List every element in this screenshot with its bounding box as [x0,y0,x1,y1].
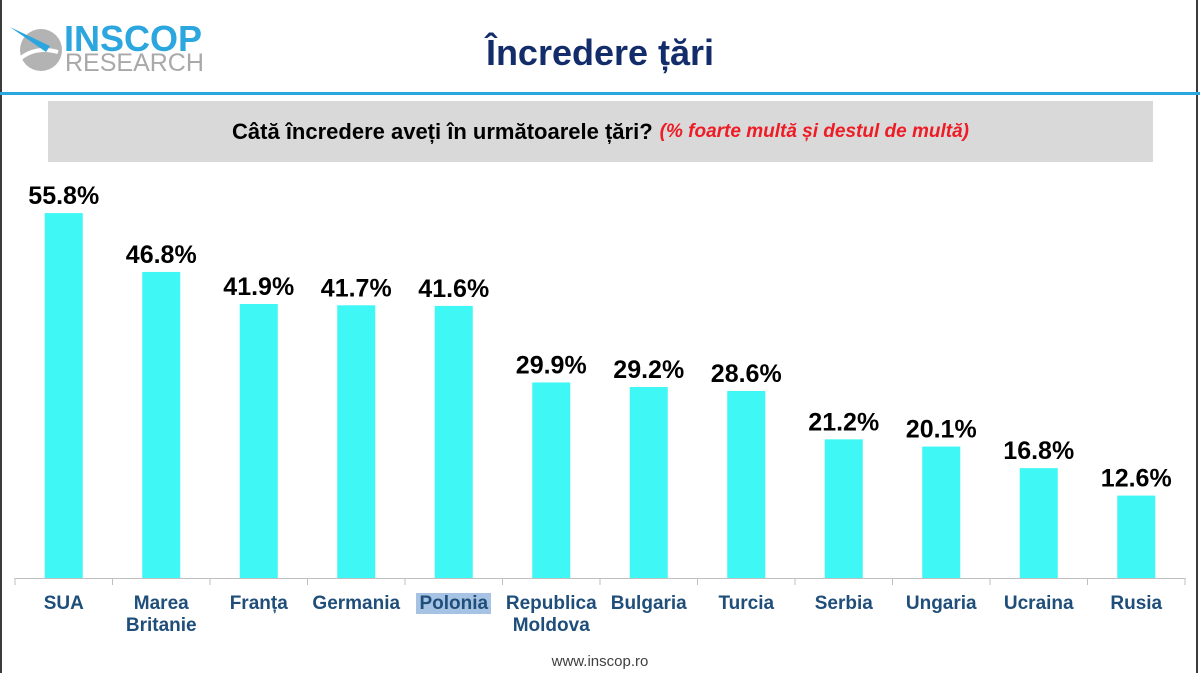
category-label-republica-moldova: Republica Moldova [502,593,600,637]
category-label-text: Ucraina [1003,593,1074,614]
bar-franta [239,303,278,578]
category-label-text: Bulgaria [610,593,687,614]
bars [44,213,1156,578]
category-label-franta: Franța [210,593,308,615]
value-label-germania: 41.7% [321,274,392,302]
category-label-text: Marea Britanie [125,593,197,636]
bar-germania [337,305,376,578]
category-label-rusia: Rusia [1087,593,1185,615]
value-label-serbia: 21.2% [808,408,879,436]
bar-rusia [1117,495,1156,578]
category-label-ucraina: Ucraina [990,593,1088,615]
category-label-marea-britanie: Marea Britanie [112,593,210,637]
category-label-bulgaria: Bulgaria [600,593,698,615]
slide-border-right [1196,0,1198,673]
value-label-bulgaria: 29.2% [613,356,684,384]
question-banner: Câtă încredere aveți în următoarele țări… [48,101,1153,162]
category-label-text: Germania [312,593,401,614]
category-label-text: Serbia [814,593,873,614]
bar-marea-britanie [142,271,181,578]
value-label-rusia: 12.6% [1101,465,1172,493]
bar-sua [44,213,83,578]
bar-ungaria [922,446,961,578]
value-label-ungaria: 20.1% [906,416,977,444]
value-label-sua: 55.8% [28,182,99,210]
bar-bulgaria [629,387,668,578]
slide-title: Încredere țări [485,32,715,73]
category-label-turcia: Turcia [697,593,795,615]
footer-url: www.inscop.ro [551,653,649,670]
category-label-text: Republica Moldova [505,593,597,636]
value-label-marea-britanie: 46.8% [126,241,197,269]
category-label-text: SUA [43,593,84,614]
category-label-text: Ungaria [905,593,977,614]
slide-border-left [0,0,2,673]
value-label-republica-moldova: 29.9% [516,351,587,379]
logo-name: INSCOP [64,18,203,59]
category-label-text: Rusia [1110,593,1163,614]
header-divider [0,92,1200,95]
bar-republica-moldova [532,382,571,578]
bar-ucraina [1019,468,1058,578]
x-axis [14,578,1186,585]
category-label-ungaria: Ungaria [892,593,990,615]
category-label-text: Franța [229,593,288,614]
bar-serbia [824,439,863,578]
category-label-germania: Germania [307,593,405,615]
value-label-polonia: 41.6% [418,275,489,303]
category-label-text: Polonia [416,593,492,614]
question-text: Câtă încredere aveți în următoarele țări… [232,118,653,144]
category-label-sua: SUA [15,593,113,615]
value-label-franta: 41.9% [223,273,294,301]
question-note: (% foarte multă și destul de multă) [659,120,969,142]
bar-turcia [727,390,766,578]
category-label-text: Turcia [718,593,775,614]
value-label-turcia: 28.6% [711,360,782,388]
value-label-ucraina: 16.8% [1003,437,1074,465]
category-label-serbia: Serbia [795,593,893,615]
inscop-logo-icon [10,27,62,71]
logo-subtitle: RESEARCH [65,49,204,77]
value-labels: 55.8% 46.8% 41.9% 41.7% 41.6% 29.9% 29.2% 28.6%… [28,182,1171,493]
bar-polonia [434,305,473,578]
category-label-polonia: Polonia [405,593,503,615]
